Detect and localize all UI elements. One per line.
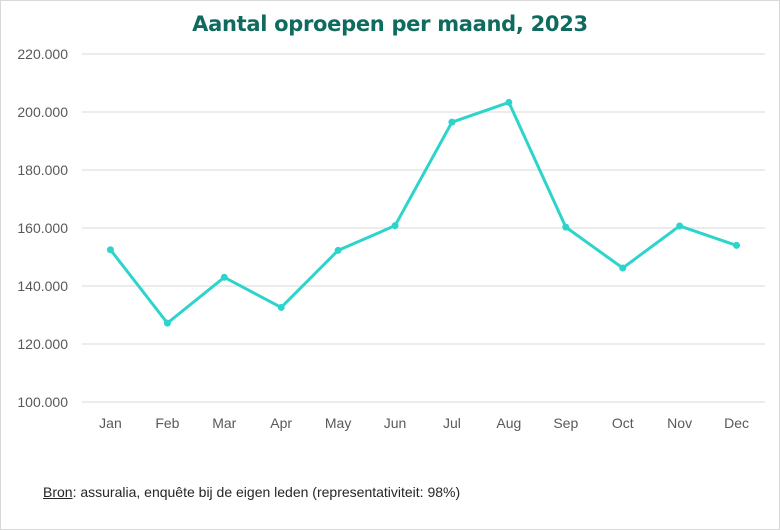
x-tick-label: Mar (212, 415, 236, 431)
source-label: Bron (43, 484, 73, 500)
x-tick-label: Sep (553, 415, 578, 431)
data-point (733, 241, 741, 249)
data-point (220, 273, 228, 281)
data-point (391, 222, 399, 230)
data-point (277, 303, 285, 311)
x-tick-label: Dec (724, 415, 749, 431)
x-tick-label: Feb (155, 415, 179, 431)
x-tick-label: Jun (384, 415, 407, 431)
series-layer (106, 98, 741, 327)
y-tick-label: 220.000 (17, 46, 68, 62)
x-axis-ticks: Jan Feb Mar Apr May Jun Jul Aug Sep Oct Nov Dec (99, 415, 749, 431)
x-tick-label: Oct (612, 415, 634, 431)
y-tick-label: 180.000 (17, 162, 68, 178)
y-tick-label: 100.000 (17, 394, 68, 410)
data-point (163, 319, 171, 327)
y-tick-label: 140.000 (17, 278, 68, 294)
source-text: : assuralia, enquête bij de eigen leden … (72, 484, 461, 500)
data-point (334, 246, 342, 254)
data-point (106, 246, 114, 254)
x-tick-label: May (325, 415, 351, 431)
y-tick-label: 200.000 (17, 104, 68, 120)
source-note: Bron: assuralia, enquête bij de eigen le… (43, 484, 460, 500)
data-point (619, 264, 627, 272)
x-tick-label: Apr (270, 415, 292, 431)
chart-title: Aantal oproepen per maand, 2023 (192, 12, 588, 36)
x-tick-label: Jul (443, 415, 461, 431)
data-point (676, 222, 684, 230)
series-line (108, 100, 739, 325)
data-point (448, 118, 456, 126)
y-tick-label: 160.000 (17, 220, 68, 236)
x-tick-label: Aug (496, 415, 521, 431)
y-tick-label: 120.000 (17, 336, 68, 352)
data-point (562, 223, 570, 231)
gridlines (82, 53, 765, 403)
x-tick-label: Nov (667, 415, 692, 431)
x-tick-label: Jan (99, 415, 122, 431)
y-axis-ticks: 100.000 120.000 140.000 160.000 180.000 200.0… (17, 46, 68, 410)
data-point (505, 98, 513, 106)
